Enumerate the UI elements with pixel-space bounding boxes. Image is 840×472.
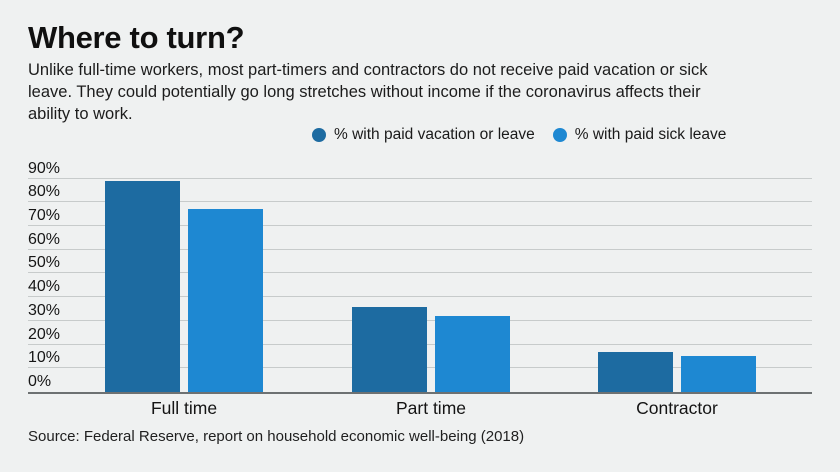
y-tick-label: 20% [28,326,61,343]
bar-chart: 0% 10% 20% 30% 40% 50% 60% 70% 80% 90% Full time Pa… [28,160,812,418]
x-category-label: Full time [150,398,218,418]
subtitle-line-1: Unlike full-time workers, most part-time… [28,61,708,79]
legend-dot-icon [312,128,326,142]
bar-vacation-contractor [598,352,673,392]
y-tick-label: 90% [28,160,61,177]
legend-dot-icon [552,128,567,142]
subtitle-line-3: ability to work. [28,105,133,123]
bar-sick-contractor [681,356,756,392]
bar-vacation-full-time [105,181,180,392]
source-note: Source: Federal Reserve, report on house… [28,428,525,445]
gridline [28,249,812,250]
page-title: Where to turn? [28,20,245,55]
gridline [28,225,812,226]
y-tick-label: 30% [28,302,61,319]
gridline [28,272,812,273]
legend-label: % with paid vacation or leave [334,126,535,143]
y-tick-label: 80% [28,183,61,200]
x-category-label: Contractor [636,398,718,418]
legend-item-paid-vacation: % with paid vacation or leave [312,126,535,144]
gridline [28,178,812,179]
chart-legend: % with paid vacation or leave % with pai… [312,126,726,144]
y-tick-label: 10% [28,349,61,366]
subtitle: Unlike full-time workers, most part-time… [28,59,708,125]
x-axis-line [28,392,812,394]
subtitle-line-2: leave. They could potentially go long st… [28,83,701,101]
legend-item-paid-sick-leave: % with paid sick leave [552,126,727,144]
gridline [28,201,812,202]
bar-sick-part-time [435,316,510,392]
y-tick-label: 0% [28,373,52,390]
y-tick-label: 60% [28,231,61,248]
y-tick-label: 70% [28,207,61,224]
legend-label: % with paid sick leave [574,126,727,143]
bar-vacation-part-time [352,307,427,392]
x-category-label: Part time [395,398,467,418]
y-tick-label: 50% [28,254,61,271]
bar-sick-full-time [188,209,263,392]
y-tick-label: 40% [28,278,61,295]
gridline [28,296,812,297]
